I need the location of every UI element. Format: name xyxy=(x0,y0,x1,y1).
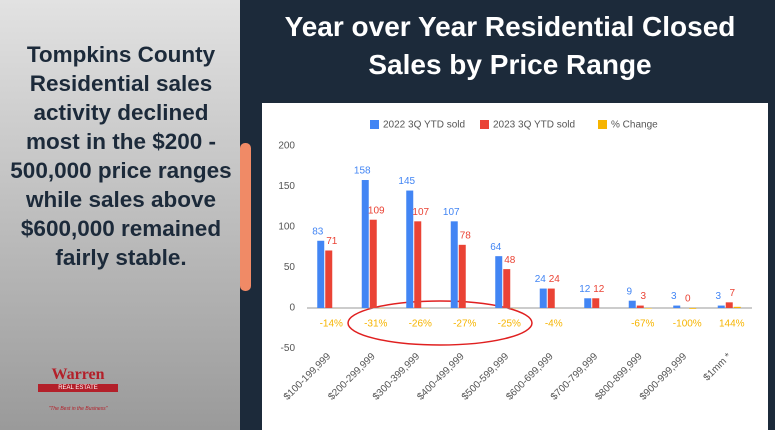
y-tick-label: 0 xyxy=(289,303,295,314)
x-tick-label: $900-999,999 xyxy=(638,351,690,403)
data-label: 3 xyxy=(671,291,677,302)
y-tick-label: 200 xyxy=(278,141,295,152)
data-label: -31% xyxy=(364,319,387,330)
data-label: -67% xyxy=(631,319,654,330)
left-panel: Tompkins County Residential sales activi… xyxy=(0,0,240,430)
data-label: -25% xyxy=(498,319,521,330)
data-label: 3 xyxy=(640,291,646,302)
bar xyxy=(361,180,369,308)
bar xyxy=(717,305,725,308)
y-tick-label: -50 xyxy=(281,343,296,354)
bar xyxy=(414,221,422,308)
bar xyxy=(369,219,377,308)
data-label: -4% xyxy=(545,319,563,330)
data-label: 12 xyxy=(593,284,605,295)
data-label: 24 xyxy=(535,274,547,285)
data-label: 107 xyxy=(443,207,460,218)
data-label: 0 xyxy=(685,294,691,305)
data-label: 145 xyxy=(398,176,415,187)
data-label: 24 xyxy=(549,274,561,285)
chart-title: Year over Year Residential Closed Sales … xyxy=(284,11,736,80)
bar xyxy=(725,302,733,308)
data-label: 83 xyxy=(312,226,324,237)
data-label: 109 xyxy=(368,205,385,216)
bar xyxy=(547,288,555,308)
bar xyxy=(689,308,697,309)
logo: Warren REAL ESTATE "The Best in the Busi… xyxy=(38,366,118,412)
data-label: 158 xyxy=(354,166,371,177)
logo-name: Warren xyxy=(51,366,105,383)
data-label: 144% xyxy=(719,319,745,330)
data-label: 78 xyxy=(460,230,472,241)
data-label: 7 xyxy=(729,288,735,299)
bar xyxy=(628,300,636,308)
y-tick-label: 150 xyxy=(278,181,295,192)
data-label: 9 xyxy=(626,286,632,297)
accent-bar xyxy=(240,143,251,291)
bar xyxy=(317,240,325,308)
bar xyxy=(495,256,503,308)
data-label: 64 xyxy=(490,242,502,253)
data-label: 12 xyxy=(579,284,591,295)
data-label: -14% xyxy=(320,319,343,330)
bar xyxy=(584,298,592,308)
highlight-ellipse xyxy=(347,300,533,346)
legend-label: % Change xyxy=(611,120,658,131)
legend-swatch xyxy=(480,120,489,129)
x-tick-label: $1mm * xyxy=(702,351,734,383)
data-label: 3 xyxy=(715,291,721,302)
legend-swatch xyxy=(598,120,607,129)
logo-slogan: "The Best in the Business" xyxy=(48,406,108,412)
bar xyxy=(325,250,333,308)
data-label: -26% xyxy=(409,319,432,330)
bar xyxy=(592,298,600,308)
bar xyxy=(539,288,547,308)
y-tick-label: 50 xyxy=(284,262,296,273)
legend-label: 2023 3Q YTD sold xyxy=(493,120,575,131)
bar xyxy=(458,244,466,308)
chart: -50 0 50 100 150 200 2022 3Q YTD sold 2023 3Q Y… xyxy=(262,103,768,430)
bar xyxy=(636,305,644,308)
data-label: 71 xyxy=(326,236,338,247)
bar xyxy=(450,221,458,308)
bar xyxy=(406,190,414,308)
legend-label: 2022 3Q YTD sold xyxy=(383,120,465,131)
y-tick-label: 100 xyxy=(278,222,295,233)
data-label: 107 xyxy=(412,207,429,218)
legend-swatch xyxy=(370,120,379,129)
data-label: -27% xyxy=(453,319,476,330)
bar xyxy=(644,308,652,309)
data-label: -100% xyxy=(673,319,702,330)
data-label: 48 xyxy=(504,255,516,266)
logo-tagline: REAL ESTATE xyxy=(38,384,118,392)
left-text: Tompkins County Residential sales activi… xyxy=(10,42,232,270)
bar xyxy=(673,305,681,308)
bar xyxy=(503,269,511,308)
bar xyxy=(733,306,741,308)
